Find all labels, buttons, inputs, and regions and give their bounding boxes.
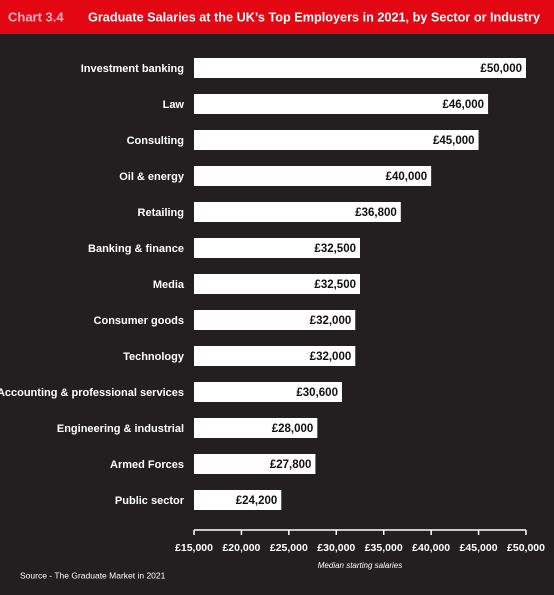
bar (194, 130, 479, 150)
chart-title: Graduate Salaries at the UK’s Top Employ… (88, 9, 541, 24)
value-label: £46,000 (442, 99, 484, 111)
category-label: Media (153, 279, 185, 291)
source: Source - The Graduate Market in 2021 (20, 570, 166, 580)
bar (194, 382, 342, 402)
category-label: Consulting (127, 135, 184, 147)
category-label: Technology (123, 351, 185, 363)
value-label: £30,600 (296, 387, 338, 399)
category-label: Public sector (115, 495, 185, 507)
category-label: Retailing (138, 207, 184, 219)
x-tick-label: £50,000 (507, 542, 545, 554)
bar (194, 202, 401, 222)
header-bar (0, 0, 554, 34)
bar (194, 310, 356, 330)
category-label: Oil & energy (119, 171, 185, 183)
value-label: £27,800 (270, 459, 312, 471)
bar (194, 238, 360, 258)
x-axis-title: Median starting salaries (318, 561, 402, 570)
chart-label: Chart 3.4 (8, 9, 64, 24)
category-label: Banking & finance (88, 243, 184, 255)
category-label: Armed Forces (110, 459, 184, 471)
value-label: £36,800 (355, 207, 397, 219)
value-label: £28,000 (272, 423, 314, 435)
category-label: Consumer goods (94, 315, 184, 327)
value-label: £24,200 (236, 495, 278, 507)
bar (194, 58, 526, 78)
bar (194, 418, 318, 438)
x-tick-label: £20,000 (222, 542, 260, 554)
value-label: £40,000 (386, 171, 428, 183)
value-label: £32,500 (314, 279, 356, 291)
category-label: Accounting & professional services (0, 387, 184, 399)
value-label: £50,000 (480, 63, 522, 75)
category-label: Law (163, 99, 185, 111)
value-label: £32,500 (314, 243, 356, 255)
bar (194, 94, 489, 114)
bar (194, 346, 356, 366)
value-label: £32,000 (310, 351, 352, 363)
category-label: Investment banking (81, 63, 184, 75)
x-tick-label: £25,000 (270, 542, 308, 554)
bar (194, 490, 282, 510)
value-label: £45,000 (433, 135, 475, 147)
bar (194, 454, 316, 474)
x-tick-label: £15,000 (175, 542, 213, 554)
x-tick-label: £30,000 (317, 542, 355, 554)
category-label: Engineering & industrial (57, 423, 184, 435)
x-tick-label: £45,000 (460, 542, 498, 554)
bar (194, 166, 432, 186)
value-label: £32,000 (310, 315, 352, 327)
x-tick-label: £35,000 (365, 542, 403, 554)
x-tick-label: £40,000 (412, 542, 450, 554)
bar (194, 274, 360, 294)
